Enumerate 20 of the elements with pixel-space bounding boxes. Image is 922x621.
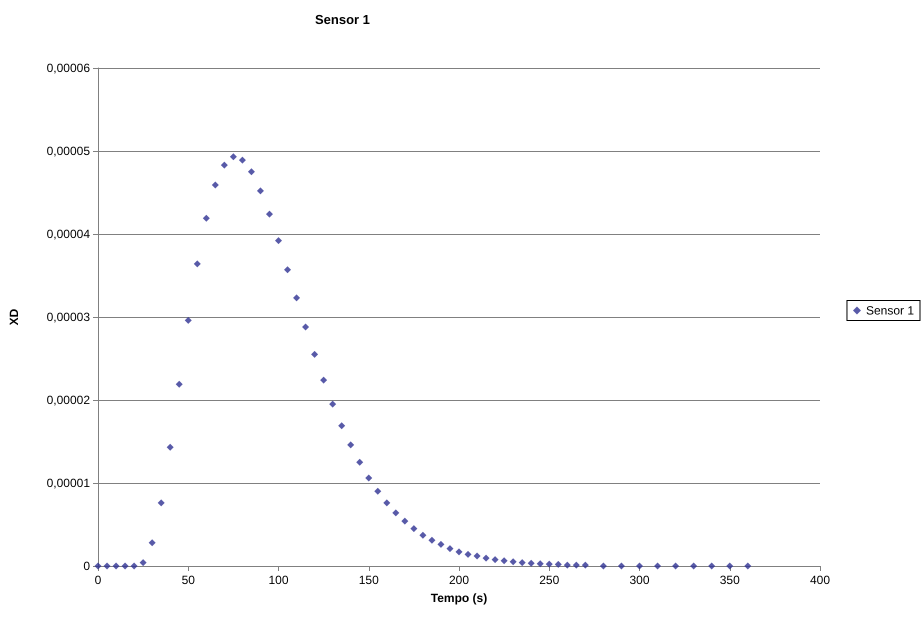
y-axis-title: XD: [7, 308, 21, 326]
chart-title: Sensor 1: [315, 12, 370, 27]
x-tick-label: 250: [539, 573, 560, 587]
x-tick-label: 0: [94, 573, 102, 587]
y-tick-label: 0,00003: [46, 310, 90, 324]
x-tick-label: 300: [629, 573, 650, 587]
y-tick-label: 0,00006: [46, 61, 90, 75]
x-tick-label: 400: [810, 573, 830, 587]
y-tick-label: 0,00004: [46, 227, 90, 241]
y-tick-label: 0: [83, 559, 90, 573]
legend-label: Sensor 1: [866, 304, 914, 318]
y-tick-label: 0,00005: [46, 144, 90, 158]
y-tick-label: 0,00002: [46, 393, 90, 407]
x-tick-label: 50: [182, 573, 196, 587]
x-tick-label: 100: [268, 573, 289, 587]
x-tick-label: 350: [720, 573, 740, 587]
x-tick-label: 150: [358, 573, 380, 587]
y-tick-label: 0,00001: [46, 476, 90, 490]
x-axis-title: Tempo (s): [430, 591, 488, 605]
x-tick-label: 200: [448, 573, 470, 587]
